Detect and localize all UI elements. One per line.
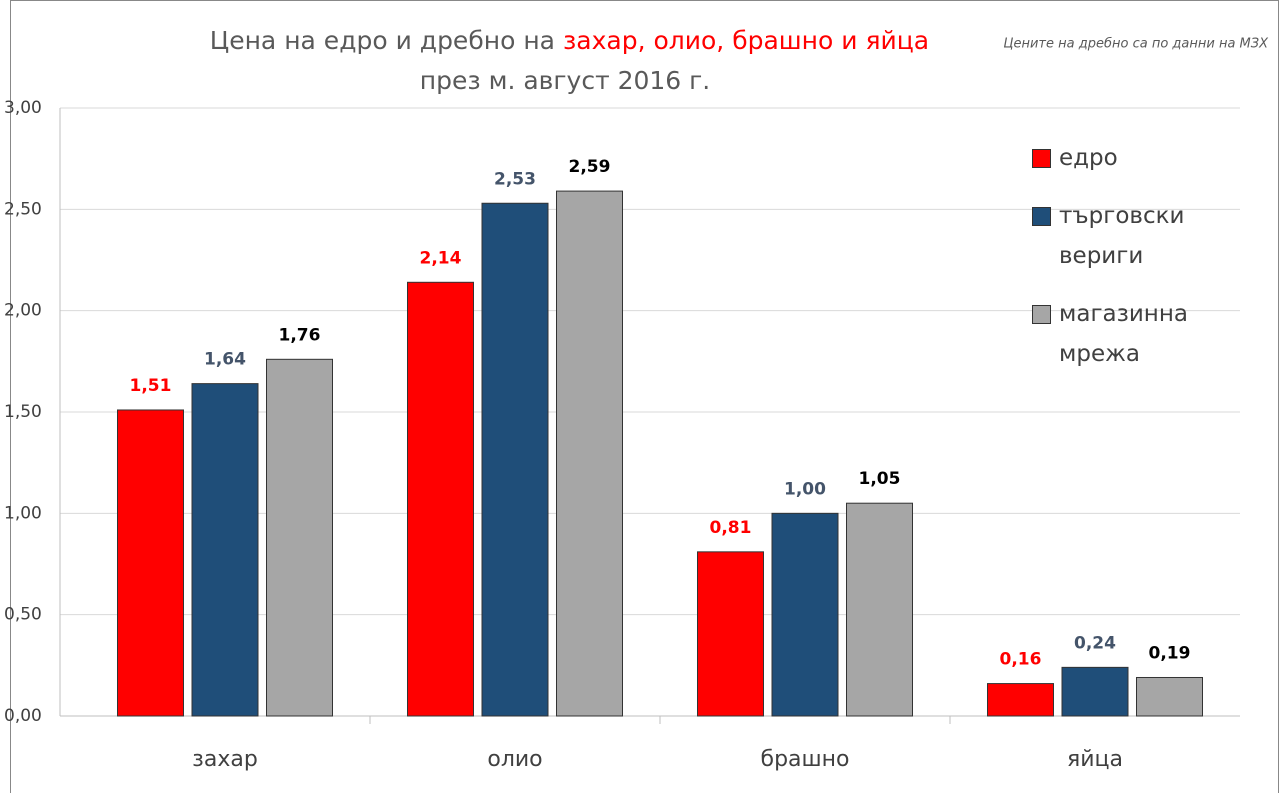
annotation: Цените на дребно са по данни на МЗХ [1003,37,1269,52]
y-tick-label: 0,50 [4,605,42,625]
data-label: 1,51 [130,376,172,396]
bar [556,190,623,717]
bar [191,383,259,717]
y-tick-label: 3,00 [4,98,42,118]
data-label: 2,59 [569,157,611,177]
y-tick-label: 0,00 [4,706,42,726]
bar [1136,676,1203,717]
x-tick-label: олио [487,747,542,772]
bar [266,358,333,717]
legend-swatch [1032,207,1051,226]
x-tick-label: яйца [1067,747,1123,772]
legend-swatch [1032,149,1051,168]
legend-label: търговски вериги [1059,203,1185,269]
legend-item: магазинна мрежа [1032,294,1232,374]
y-tick-label: 1,50 [4,402,42,422]
data-label: 1,00 [784,479,826,499]
data-label: 0,19 [1149,643,1191,663]
data-label: 0,24 [1074,633,1116,653]
legend-label: магазинна мрежа [1059,301,1188,367]
legend: едро търговски вериги магазинна мрежа [1032,138,1232,392]
legend-swatch [1032,305,1051,324]
bar [987,683,1054,717]
bar [697,551,764,717]
bar [407,281,474,717]
bar [846,502,913,717]
data-label: 0,16 [1000,650,1042,670]
chart-subtitle: през м. август 2016 г. [420,66,710,95]
data-label: 2,14 [420,248,462,268]
chart-title-highlight: захар, олио, брашно и яйца [563,26,929,55]
legend-label: едро [1059,145,1118,171]
chart-title: Цена на едро и дребно на [210,26,555,55]
x-tick-label: брашно [761,747,850,772]
data-label: 0,81 [710,518,752,538]
chart-frame [10,0,1279,793]
bar [771,512,839,717]
bar [1061,666,1129,717]
data-label: 1,05 [859,469,901,489]
y-tick-label: 2,00 [4,301,42,321]
y-tick-label: 2,50 [4,199,42,219]
x-tick-label: захар [192,747,258,772]
data-label: 1,64 [204,350,246,370]
legend-item: търговски вериги [1032,196,1232,276]
y-tick-label: 1,00 [4,503,42,523]
bar [117,409,184,717]
data-label: 2,53 [494,169,536,189]
bar [481,202,549,717]
data-label: 1,76 [279,325,321,345]
legend-item: едро [1032,138,1232,178]
